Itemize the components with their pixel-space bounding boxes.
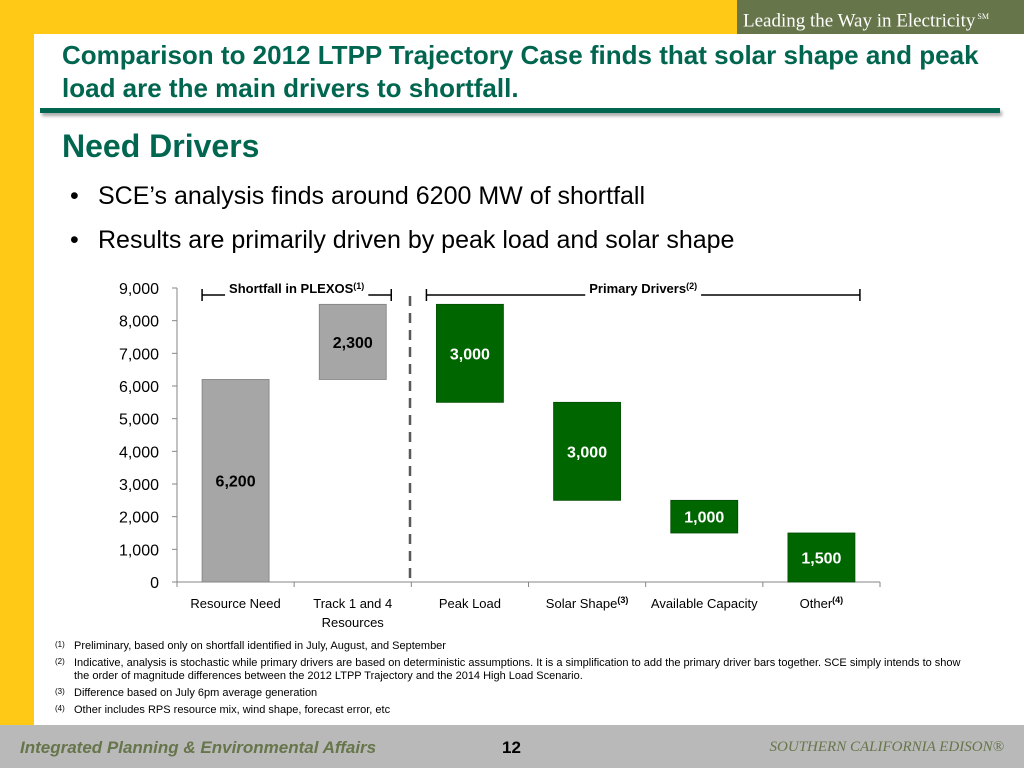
bar-value-label: 6,200	[216, 474, 256, 491]
footer-company: SOUTHERN CALIFORNIA EDISON®	[769, 739, 1004, 755]
bracket-label-bg	[225, 281, 369, 296]
footnote: (4) Other includes RPS resource mix, wind…	[55, 704, 975, 717]
bracket-superscript: (1)	[353, 281, 364, 291]
x-tick-label: Other(4)	[800, 595, 844, 611]
waterfall-bar	[670, 499, 739, 534]
service-mark: SM	[977, 12, 989, 21]
footnote-text: Difference based on July 6pm average gen…	[74, 687, 318, 699]
bullet-list: • SCE’s analysis finds around 6200 MW of …	[70, 174, 734, 262]
slide-panel	[34, 34, 1024, 725]
waterfall-bar	[318, 303, 387, 380]
waterfall-bar	[436, 303, 504, 403]
y-tick-label: 2,000	[119, 510, 159, 527]
y-tick-label: 1,000	[119, 542, 159, 559]
x-tick-superscript: (4)	[832, 595, 843, 605]
waterfall-bar	[201, 379, 270, 583]
bracket-superscript: (2)	[686, 281, 697, 291]
y-tick-label: 9,000	[119, 281, 159, 298]
y-tick-label: 6,000	[119, 379, 159, 396]
footnote-mark: (2)	[55, 657, 65, 666]
x-tick-label: Peak Load	[439, 596, 501, 611]
bracket-label: Shortfall in PLEXOS(1)	[229, 281, 364, 296]
bullet-text: Results are primarily driven by peak loa…	[98, 226, 735, 254]
x-tick-superscript: (3)	[617, 595, 628, 605]
footnotes: (1) Preliminary, based only on shortfall …	[55, 640, 975, 721]
waterfall-bar	[553, 401, 621, 501]
bar-value-label: 3,000	[567, 444, 607, 461]
bar-value-label: 1,000	[684, 510, 724, 527]
footnote: (2) Indicative, analysis is stochastic wh…	[55, 657, 975, 683]
footnote-mark: (1)	[55, 640, 65, 649]
footnote-mark: (3)	[55, 687, 65, 696]
y-tick-label: 5,000	[119, 412, 159, 429]
y-tick-label: 7,000	[119, 346, 159, 363]
footer-department: Integrated Planning & Environmental Affa…	[20, 738, 377, 757]
slide-title: Comparison to 2012 LTPP Trajectory Case …	[62, 40, 979, 103]
footnote-text: Indicative, analysis is stochastic while…	[74, 657, 961, 682]
y-tick-label: 8,000	[119, 314, 159, 331]
footnote-text: Other includes RPS resource mix, wind sh…	[74, 704, 391, 716]
y-tick-label: 0	[150, 575, 159, 592]
x-tick-label: Resources	[322, 615, 385, 630]
tagline-text: Leading the Way in Electricity	[743, 10, 976, 32]
x-tick-label: Available Capacity	[651, 596, 758, 611]
bullet-item: • SCE’s analysis finds around 6200 MW of …	[70, 174, 734, 218]
x-tick-label: Resource Need	[190, 596, 280, 611]
section-heading: Need Drivers	[62, 128, 260, 164]
x-tick-label: Track 1 and 4	[313, 596, 392, 611]
waterfall-chart: 0 1,000 2,000 3,000 4,000 5,000 6,000 7,000 8,00…	[119, 281, 881, 630]
footnote-text: Preliminary, based only on shortfall ide…	[74, 640, 446, 652]
bar-value-label: 2,300	[333, 335, 373, 352]
left-accent-band	[0, 0, 34, 725]
title-divider	[40, 108, 1000, 113]
bar-value-label: 1,500	[801, 551, 841, 568]
y-tick-label: 4,000	[119, 444, 159, 461]
bracket-label: Primary Drivers(2)	[589, 281, 697, 296]
footnote: (1) Preliminary, based only on shortfall …	[55, 640, 975, 653]
tagline-banner: Leading the Way in Electricity SM	[737, 0, 1024, 34]
footer-band	[0, 725, 1024, 768]
y-tick-label: 3,000	[119, 477, 159, 494]
waterfall-bar	[787, 532, 856, 583]
bracket-label-bg	[585, 281, 702, 296]
x-tick-label: Solar Shape(3)	[546, 595, 629, 611]
bullet-text: SCE’s analysis finds around 6200 MW of s…	[98, 182, 646, 210]
page-number: 12	[502, 738, 521, 757]
bar-value-label: 3,000	[450, 346, 490, 363]
bullet-item: • Results are primarily driven by peak lo…	[70, 218, 734, 262]
bullet-dot: •	[70, 182, 79, 210]
footnote-mark: (4)	[55, 704, 65, 713]
footnote: (3) Difference based on July 6pm average …	[55, 687, 975, 700]
bullet-dot: •	[70, 226, 79, 254]
